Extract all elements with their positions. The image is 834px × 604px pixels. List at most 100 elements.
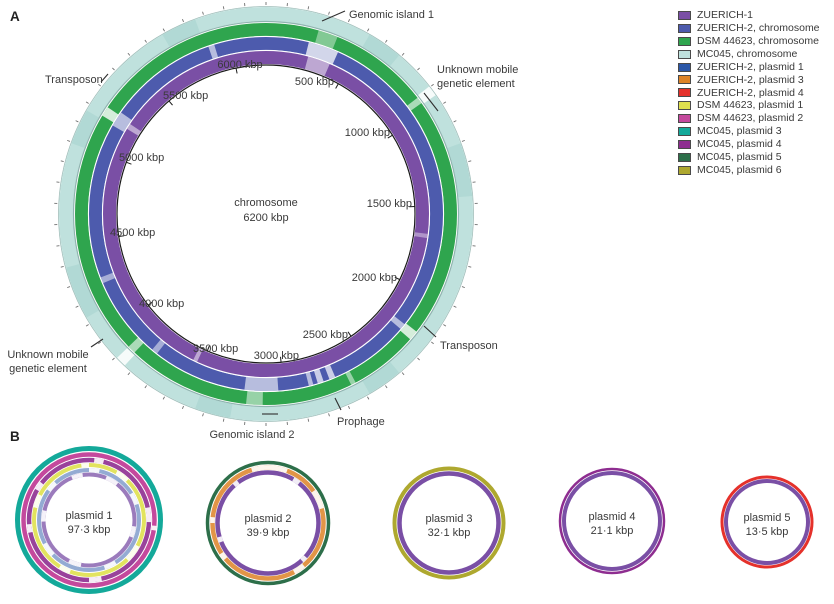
ring-segment <box>195 395 233 418</box>
tick-label-3000kbp: 3000 kbp <box>254 350 299 362</box>
tick-mark <box>181 19 184 23</box>
plasmid-1-size: 97·3 kbp <box>68 524 111 536</box>
plasmid-1-name: plasmid 1 <box>65 510 112 522</box>
legend-label: ZUERICH-1 <box>697 9 754 22</box>
ring <box>72 20 460 408</box>
legend-label: DSM 44623, chromosome <box>697 34 819 47</box>
ring-segment <box>219 551 228 561</box>
legend-swatch <box>678 62 691 72</box>
tick-mark <box>453 120 457 123</box>
ring-segment <box>125 544 140 561</box>
tick-label-1500kbp: 1500 kbp <box>367 198 412 210</box>
ring-segment <box>117 348 135 366</box>
legend-label: ZUERICH-2, plasmid 3 <box>697 73 804 86</box>
ring-segment <box>305 42 338 65</box>
ring-segment <box>244 376 279 391</box>
legend-label: MC045, plasmid 5 <box>697 150 782 163</box>
ring-segment <box>151 525 157 531</box>
leader-unknown-mge-left <box>90 338 104 348</box>
tick-label-5500kbp: 5500 kbp <box>163 90 208 102</box>
chromosome-name-label: chromosome <box>234 197 298 209</box>
ring-segment <box>362 34 400 67</box>
plasmid-4-name: plasmid 4 <box>588 511 635 523</box>
legend-label: MC045, plasmid 6 <box>697 163 782 176</box>
legend-swatch <box>678 36 691 46</box>
ring-segment <box>292 477 301 486</box>
tick-mark <box>417 67 420 71</box>
tick-mark <box>453 305 457 308</box>
annotation-genomic-island-2: Genomic island 2 <box>210 429 295 441</box>
tick-mark <box>367 28 370 32</box>
tick-mark <box>202 413 204 417</box>
tick-mark <box>127 52 131 56</box>
plasmid-5-name: plasmid 5 <box>743 512 790 524</box>
ring-segment <box>193 348 203 362</box>
tick-mark <box>468 160 472 163</box>
tick-mark <box>162 396 165 400</box>
ring <box>392 466 506 580</box>
ring-segment <box>208 44 219 59</box>
tick-mark <box>85 101 89 104</box>
tick-mark <box>461 139 465 142</box>
tick-label-2500kbp: 2500 kbp <box>303 329 348 341</box>
tick-label-4500kbp: 4500 kbp <box>110 227 155 239</box>
chromosome-major-ticks <box>118 67 415 363</box>
legend-item-mc045-plasmid-6: MC045, plasmid 6 <box>678 164 820 177</box>
tick-mark <box>75 120 79 123</box>
legend-label: ZUERICH-2, chromosome <box>697 22 820 35</box>
leader-transposon-left <box>100 73 109 83</box>
tick-mark <box>367 396 370 400</box>
legend-item-zuerich-2-plasmid-3: ZUERICH-2, plasmid 3 <box>678 73 820 86</box>
ring-segment <box>129 492 139 506</box>
tick-mark <box>144 39 147 43</box>
ring-segment <box>313 369 324 384</box>
annotation-prophage: Prophage <box>337 416 385 428</box>
ring-segment <box>246 391 263 405</box>
ring-segment <box>41 510 47 522</box>
legend-item-mc045-chromosome: MC045, chromosome <box>678 48 820 61</box>
annotation-transposon-left: Transposon <box>45 74 103 86</box>
ring-segment <box>324 364 336 380</box>
legend-item-dsm-44623-chromosome: DSM 44623, chromosome <box>678 35 820 48</box>
tick-label-2000kbp: 2000 kbp <box>352 272 397 284</box>
ring-segment <box>68 559 82 567</box>
ring <box>87 35 445 393</box>
legend-item-dsm-44623-plasmid-2: DSM 44623, plasmid 2 <box>678 112 820 125</box>
tick-mark <box>443 324 447 327</box>
tick-mark <box>394 276 400 281</box>
tick-mark <box>307 418 310 422</box>
ring-segment <box>292 563 306 574</box>
tick-mark <box>348 405 351 409</box>
ring-segment <box>128 337 144 353</box>
tick-mark <box>147 301 153 306</box>
tick-mark <box>98 341 102 345</box>
tick-mark <box>60 265 64 268</box>
tick-mark <box>385 385 388 389</box>
annotation-unknown-mge-left-line1: Unknown mobile <box>7 349 88 361</box>
ring <box>58 6 474 422</box>
legend-item-mc045-plasmid-3: MC045, plasmid 3 <box>678 125 820 138</box>
ring-segment <box>35 481 44 492</box>
tick-mark <box>75 305 79 308</box>
plasmid-rings <box>15 446 814 594</box>
ring <box>558 467 666 575</box>
ring <box>724 479 810 565</box>
legend-label: ZUERICH-2, plasmid 1 <box>697 60 804 73</box>
plasmid-4-size: 21·1 kbp <box>591 525 634 537</box>
plasmid-3-name: plasmid 3 <box>425 513 472 525</box>
ring-segment <box>81 463 90 468</box>
legend-item-zuerich-2-chromosome: ZUERICH-2, chromosome <box>678 22 820 35</box>
legend-swatch <box>678 139 691 149</box>
tick-label-5000kbp: 5000 kbp <box>119 152 164 164</box>
annotation-genomic-island-1: Genomic island 1 <box>349 9 434 21</box>
ring-segment <box>162 19 201 47</box>
tick-mark <box>118 235 125 238</box>
ring <box>397 471 501 575</box>
tick-mark <box>168 100 173 106</box>
tick-mark <box>387 134 393 139</box>
ring-segment <box>362 361 400 394</box>
annotation-unknown-mge-right-line2: genetic element <box>437 78 515 90</box>
ring-segment <box>71 110 99 149</box>
